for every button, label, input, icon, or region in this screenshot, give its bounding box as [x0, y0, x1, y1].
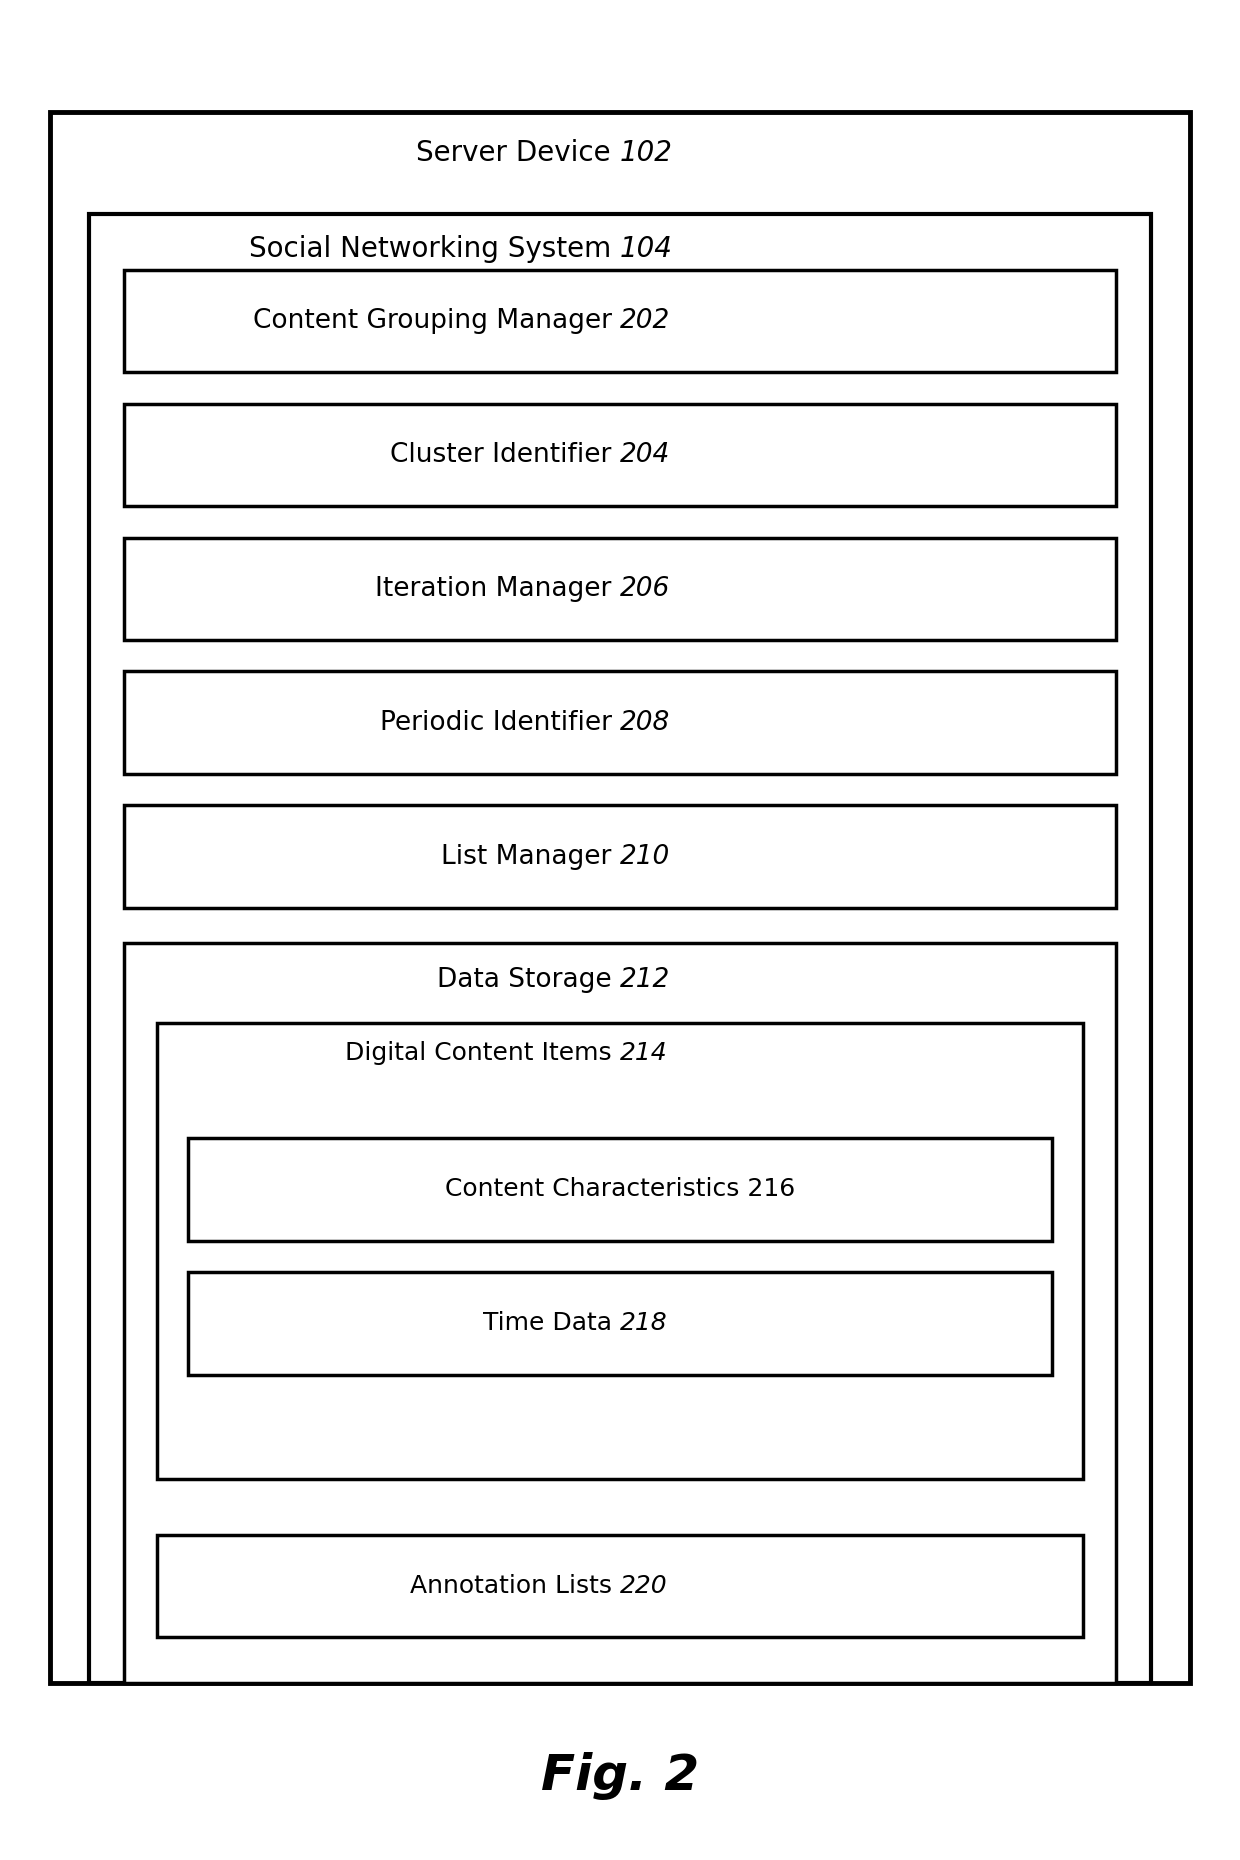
Bar [124, 270, 1116, 372]
Text: Time Data: Time Data [484, 1311, 620, 1335]
Bar [188, 1138, 1052, 1241]
Text: Server Device: Server Device [417, 138, 620, 167]
Text: 208: 208 [620, 711, 671, 735]
Bar [188, 1272, 1052, 1375]
Bar [89, 214, 1151, 1683]
Bar [157, 1534, 1083, 1637]
Text: 220: 220 [620, 1574, 667, 1598]
Text: Iteration Manager: Iteration Manager [376, 577, 620, 601]
Text: 212: 212 [620, 967, 671, 993]
Text: 206: 206 [620, 577, 671, 601]
Text: Annotation Lists: Annotation Lists [410, 1574, 620, 1598]
Text: 104: 104 [620, 234, 673, 264]
Text: 214: 214 [620, 1042, 667, 1064]
Text: Cluster Identifier: Cluster Identifier [391, 443, 620, 467]
Text: Content Characteristics 216: Content Characteristics 216 [445, 1177, 795, 1202]
Bar [124, 538, 1116, 640]
Bar [50, 112, 1190, 1683]
Text: Digital Content Items: Digital Content Items [346, 1042, 620, 1064]
Text: Data Storage: Data Storage [436, 967, 620, 993]
Text: Social Networking System: Social Networking System [249, 234, 620, 264]
Text: Periodic Identifier: Periodic Identifier [379, 711, 620, 735]
Bar [124, 404, 1116, 506]
Text: 218: 218 [620, 1311, 667, 1335]
Bar [124, 671, 1116, 774]
Text: Content Grouping Manager: Content Grouping Manager [253, 309, 620, 333]
Text: Fig. 2: Fig. 2 [541, 1752, 699, 1800]
Text: 202: 202 [620, 309, 671, 333]
Text: List Manager: List Manager [441, 844, 620, 869]
Text: 204: 204 [620, 443, 671, 467]
Bar [157, 1023, 1083, 1479]
Text: 102: 102 [620, 138, 673, 167]
Bar [124, 805, 1116, 908]
Bar [124, 943, 1116, 1683]
Text: 210: 210 [620, 844, 671, 869]
